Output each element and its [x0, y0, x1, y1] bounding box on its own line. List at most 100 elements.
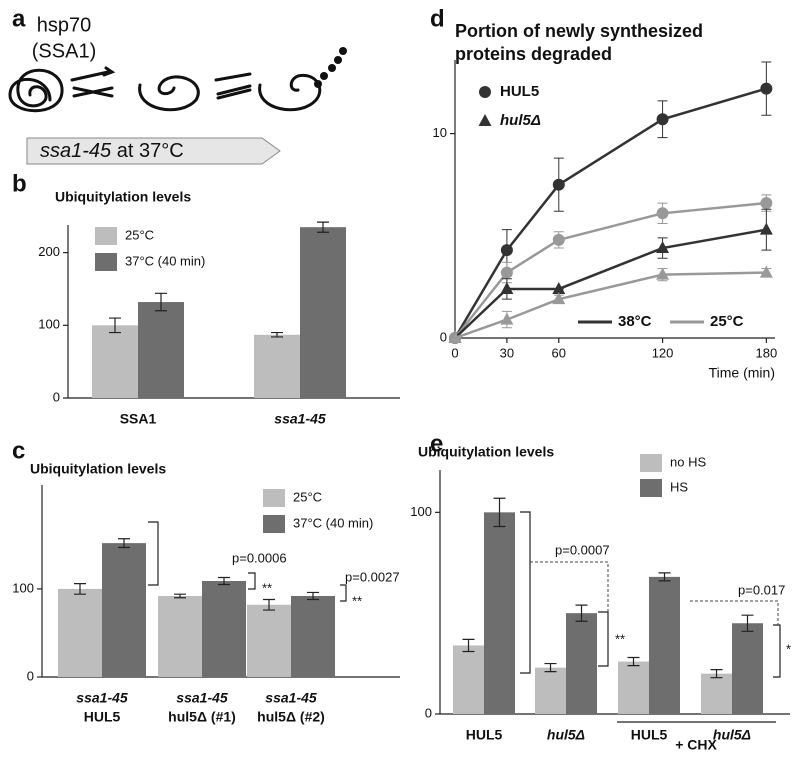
y-tick-label: 0	[53, 389, 60, 404]
legend-swatch	[95, 253, 117, 271]
legend-swatch	[640, 479, 662, 497]
legend-label: 25°C	[710, 313, 744, 330]
legend-label: HS	[670, 479, 688, 494]
diagram-label: (SSA1)	[32, 40, 96, 62]
y-tick-label: 0	[425, 705, 432, 720]
legend-label: no HS	[670, 454, 706, 469]
error-bar	[544, 662, 557, 673]
bracket	[773, 624, 781, 678]
y-tick-label: 100	[12, 580, 34, 595]
marker	[500, 312, 514, 325]
legend-label: 25°C	[293, 489, 322, 504]
x-axis-label: Time (min)	[709, 365, 775, 381]
marker	[656, 113, 669, 126]
error-bar	[155, 292, 167, 312]
error-bar	[741, 614, 754, 632]
bar	[535, 667, 566, 714]
marker	[656, 207, 669, 220]
bracket	[340, 584, 347, 602]
error-bar	[263, 598, 275, 611]
x-tick-label: ssa1-45	[265, 690, 317, 706]
error-bar	[493, 497, 506, 528]
x-tick-label: 120	[652, 345, 674, 360]
legend-swatch	[95, 227, 117, 245]
x-tick-label: SSA1	[120, 411, 157, 427]
x-tick-label: 30	[500, 345, 514, 360]
error-bar	[74, 583, 86, 595]
marker	[760, 82, 773, 95]
chart-title: Ubiquitylation levels	[55, 189, 191, 205]
marker	[478, 114, 492, 126]
bar	[138, 302, 184, 398]
bar	[158, 595, 202, 677]
bracket	[248, 572, 256, 590]
error-bar	[118, 538, 130, 549]
marker	[552, 233, 565, 246]
x-tick-label: hul5Δ (#1)	[168, 709, 236, 725]
marker	[500, 244, 513, 257]
panel-label: a	[12, 5, 26, 32]
dashed-connector	[530, 561, 609, 612]
annotation: **	[615, 631, 625, 646]
y-tick-label: 100	[38, 317, 60, 332]
bar	[484, 512, 515, 714]
bar	[291, 595, 335, 677]
dashed-connector	[690, 600, 779, 625]
x-tick-label: ssa1-45	[76, 690, 128, 706]
error-bar	[710, 669, 723, 679]
error-bar	[627, 656, 640, 667]
marker	[656, 267, 670, 280]
chart-title: Portion of newly synthesized	[455, 21, 703, 41]
banner: ssa1-45 at 37°C	[40, 140, 184, 162]
bar	[102, 543, 146, 677]
chart-title: proteins degraded	[455, 44, 612, 64]
chart-title: Ubiquitylation levels	[30, 461, 166, 477]
bracket	[598, 611, 609, 667]
legend-label: 37°C (40 min)	[293, 515, 373, 530]
panel-label: d	[430, 5, 445, 32]
bar	[566, 613, 597, 714]
marker	[760, 197, 773, 210]
diagram-shapes	[8, 47, 347, 165]
legend-label: HUL5	[500, 83, 539, 100]
error-bar	[218, 576, 230, 586]
panel-label: c	[12, 437, 25, 464]
x-tick-label: hul5Δ	[547, 727, 585, 743]
error-bar	[658, 572, 671, 582]
axis	[454, 60, 775, 339]
annotation: **	[352, 593, 362, 608]
annotation: *	[786, 641, 791, 656]
y-tick-label: 0	[27, 668, 34, 683]
y-tick-label: 0	[440, 329, 447, 344]
marker	[552, 178, 565, 191]
marker	[500, 281, 514, 294]
chart-title: Ubiquitylation levels	[418, 444, 554, 460]
y-tick-label: 10	[433, 125, 447, 140]
marker	[759, 265, 773, 278]
marker	[759, 222, 773, 235]
error-bar	[174, 593, 186, 599]
legend-swatch	[640, 454, 662, 472]
bar	[618, 661, 649, 714]
x-tick-label: 0	[451, 345, 458, 360]
x-tick-label: HUL5	[466, 727, 503, 743]
error-bar	[271, 331, 283, 338]
marker	[479, 86, 491, 98]
annotation: p=0.0006	[232, 550, 287, 565]
bar	[202, 581, 246, 677]
legend-swatch	[263, 489, 285, 507]
legend-label: 37°C (40 min)	[125, 253, 205, 268]
bracket	[520, 511, 531, 674]
annotation: **	[262, 580, 272, 595]
annotation: p=0.017	[738, 582, 785, 597]
x-tick-label: ssa1-45	[274, 411, 326, 427]
legend-label: 25°C	[125, 227, 154, 242]
banner-text: at 37°C	[117, 140, 184, 162]
y-tick-label: 200	[38, 244, 60, 259]
bracket	[148, 521, 159, 586]
marker	[448, 331, 462, 343]
panel-label: e	[430, 430, 443, 457]
banner-italic: ssa1-45	[40, 140, 112, 162]
error-bar	[462, 638, 475, 653]
x-tick-label: hul5Δ	[713, 727, 751, 743]
